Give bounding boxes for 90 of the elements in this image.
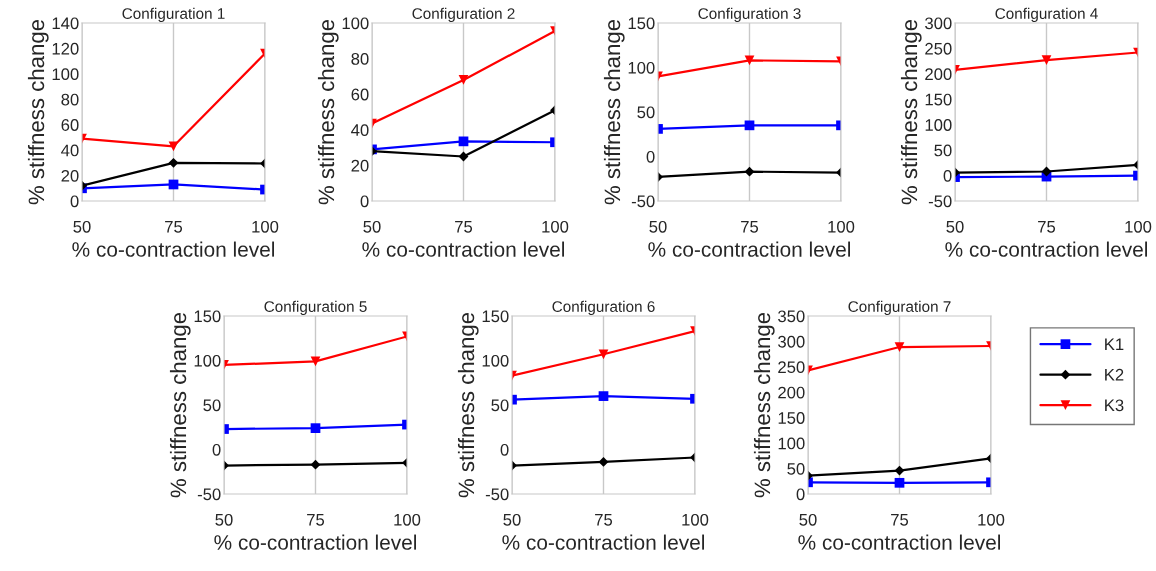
- y-tick-label: -50: [485, 488, 509, 501]
- y-tick-label: 100: [194, 354, 221, 367]
- y-tick-label: 20: [61, 169, 79, 182]
- y-tick-label: 0: [70, 195, 79, 208]
- y-tick-label: 100: [628, 61, 655, 74]
- y-tick-label: 60: [61, 119, 79, 131]
- x-axis-title: % co-contraction level: [214, 534, 417, 550]
- chart-title: Configuration 3: [698, 7, 801, 22]
- y-tick-label: 50: [787, 462, 805, 475]
- legend-label: K1: [1105, 338, 1124, 350]
- y-tick-label: 150: [628, 17, 655, 30]
- y-tick-label: 80: [61, 93, 79, 106]
- x-tick-label: 75: [165, 221, 183, 233]
- y-tick-label: 200: [778, 386, 805, 399]
- x-tick-label: 50: [799, 513, 817, 526]
- y-tick-label: 200: [925, 68, 952, 81]
- x-axis-title: % co-contraction level: [945, 241, 1148, 257]
- y-tick-label: 40: [351, 124, 369, 136]
- y-tick-label: 0: [500, 443, 509, 456]
- y-tick-label: 50: [203, 399, 221, 412]
- x-tick-label: 100: [542, 220, 569, 233]
- chart-title: Configuration 1: [122, 7, 225, 22]
- y-tick-label: -50: [928, 195, 952, 208]
- y-tick-label: 100: [778, 437, 805, 450]
- y-tick-label: 50: [637, 106, 655, 119]
- y-tick-label: 0: [646, 150, 655, 163]
- y-tick-label: 250: [925, 42, 952, 55]
- x-axis-title: % co-contraction level: [648, 241, 851, 257]
- x-tick-label: 100: [1125, 220, 1152, 233]
- x-axis-title: % co-contraction level: [502, 534, 705, 550]
- y-tick-label: 50: [934, 144, 952, 157]
- y-axis-title: % stiffness change: [27, 19, 49, 205]
- y-tick-label: 80: [351, 53, 369, 65]
- y-tick-label: 150: [925, 93, 952, 106]
- y-tick-label: 300: [778, 335, 805, 348]
- y-tick-label: 150: [194, 310, 221, 323]
- y-tick-label: 0: [943, 169, 952, 182]
- y-tick-label: 50: [491, 399, 509, 412]
- x-tick-label: 50: [363, 220, 381, 233]
- y-axis-title: % stiffness change: [900, 19, 922, 205]
- x-tick-label: 50: [946, 220, 964, 233]
- y-axis-title: % stiffness change: [317, 19, 339, 205]
- x-tick-label: 75: [307, 514, 325, 526]
- y-axis-title: % stiffness change: [457, 312, 479, 498]
- y-tick-label: 100: [52, 68, 79, 81]
- legend-label: K2: [1105, 368, 1124, 381]
- y-tick-label: 100: [482, 354, 509, 367]
- x-tick-label: 75: [741, 221, 759, 233]
- x-tick-label: 75: [595, 514, 613, 526]
- y-axis-title: % stiffness change: [603, 19, 625, 205]
- x-tick-label: 75: [1038, 221, 1056, 233]
- x-tick-label: 100: [682, 513, 709, 526]
- y-tick-label: 100: [925, 119, 952, 131]
- legend-label: K3: [1105, 399, 1124, 412]
- x-tick-label: 100: [252, 220, 279, 233]
- x-tick-label: 100: [394, 513, 421, 526]
- x-tick-label: 50: [73, 220, 91, 233]
- chart-title: Configuration 7: [848, 300, 951, 315]
- x-tick-label: 75: [455, 221, 473, 233]
- x-axis-title: % co-contraction level: [362, 241, 565, 257]
- x-tick-label: 50: [503, 513, 521, 526]
- y-tick-label: -50: [197, 488, 221, 501]
- y-tick-label: 300: [925, 17, 952, 30]
- y-tick-label: 120: [52, 42, 79, 55]
- x-tick-label: 50: [215, 513, 233, 526]
- y-tick-label: 350: [778, 310, 805, 323]
- x-tick-label: 100: [978, 513, 1005, 526]
- y-axis-title: % stiffness change: [753, 312, 775, 498]
- chart-title: Configuration 4: [995, 7, 1098, 22]
- y-tick-label: 140: [52, 17, 79, 30]
- y-tick-label: 40: [61, 144, 79, 157]
- chart-title: Configuration 6: [552, 300, 655, 315]
- y-tick-label: 150: [482, 310, 509, 323]
- x-tick-label: 50: [649, 220, 667, 233]
- x-tick-label: 100: [828, 220, 855, 233]
- x-tick-label: 75: [891, 514, 909, 526]
- y-tick-label: 0: [212, 443, 221, 456]
- y-tick-label: 0: [796, 488, 805, 501]
- y-axis-title: % stiffness change: [169, 312, 191, 498]
- chart-title: Configuration 5: [264, 300, 367, 315]
- x-axis-title: % co-contraction level: [72, 241, 275, 257]
- x-axis-title: % co-contraction level: [798, 534, 1001, 550]
- y-tick-label: 20: [351, 159, 369, 172]
- y-tick-label: 60: [351, 88, 369, 101]
- chart-title: Configuration 2: [412, 7, 515, 22]
- y-tick-label: 0: [360, 195, 369, 208]
- y-tick-label: 100: [342, 17, 369, 30]
- y-tick-label: 250: [778, 361, 805, 374]
- y-tick-label: 150: [778, 412, 805, 424]
- y-tick-label: -50: [631, 195, 655, 208]
